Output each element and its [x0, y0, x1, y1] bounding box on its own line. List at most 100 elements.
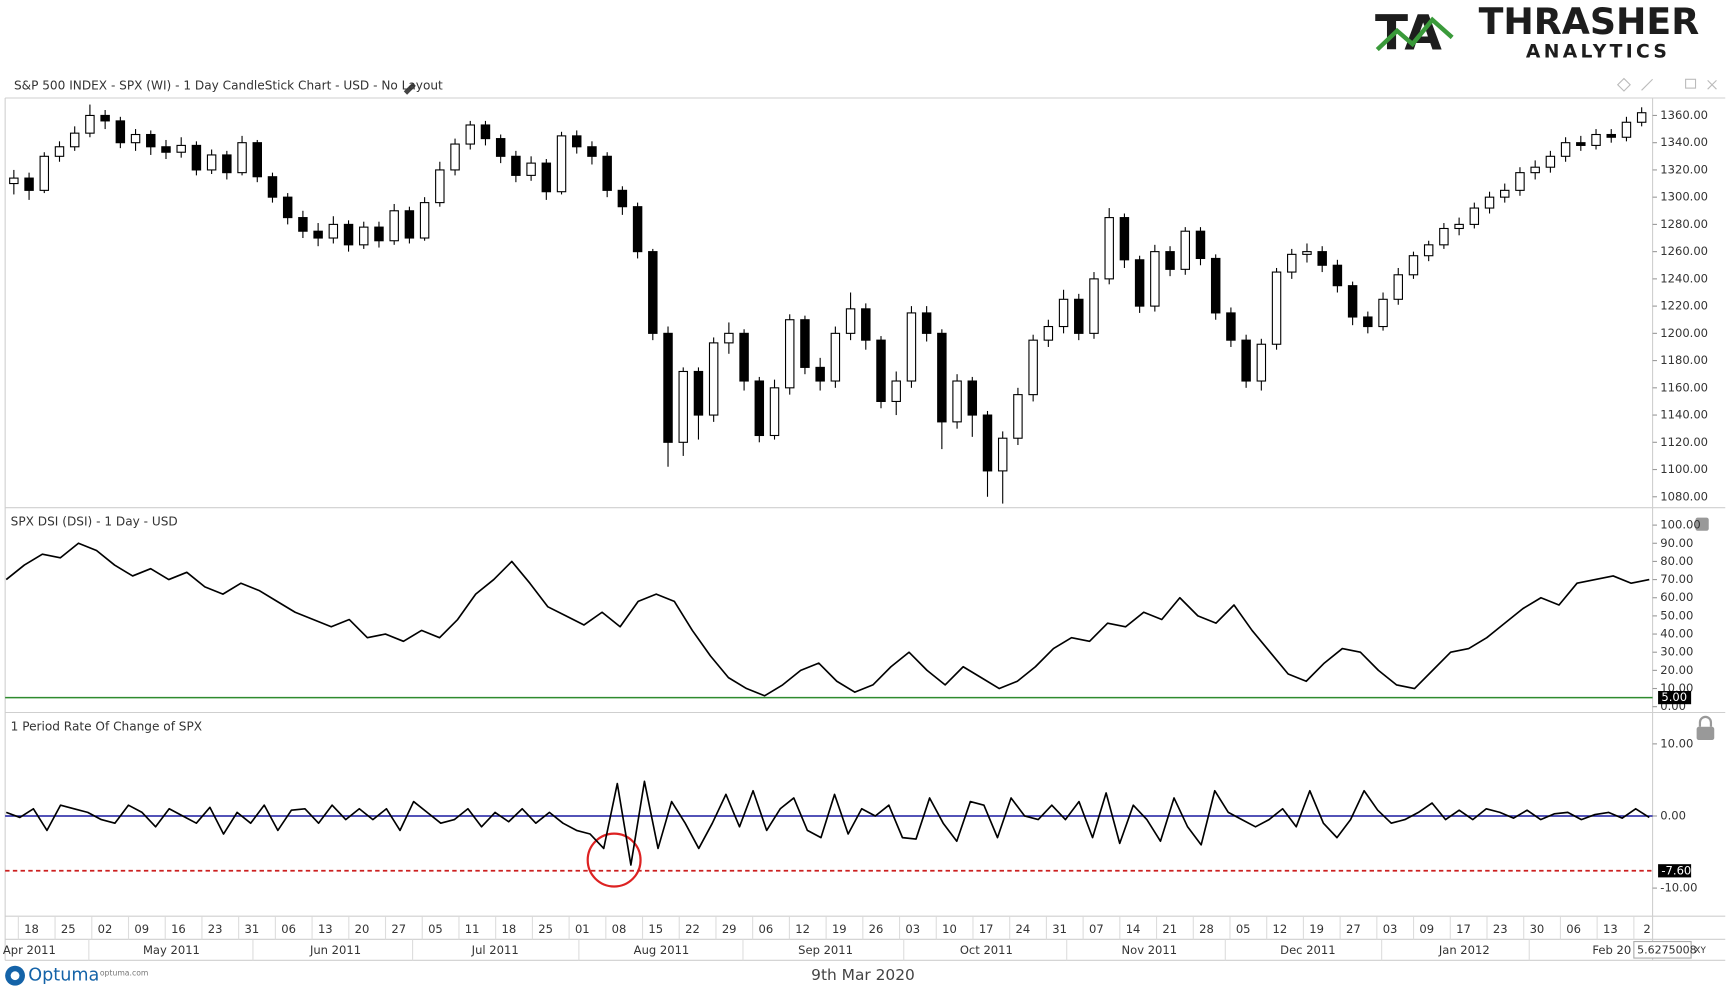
candle-body [206, 154, 217, 171]
candle-body [1332, 264, 1343, 287]
month-label: Aug 2011 [634, 943, 690, 957]
candle-body [450, 143, 460, 171]
candle-body [85, 114, 95, 134]
x-tick-label: 27 [1346, 922, 1361, 936]
candle-body [1195, 230, 1206, 259]
candle-body [1439, 227, 1449, 246]
scale-mode[interactable]: XY [1694, 946, 1706, 956]
candle-body [541, 162, 552, 193]
candle-body [921, 312, 932, 334]
candle-body [1423, 244, 1434, 257]
candle-body [161, 146, 171, 153]
x-tick-label: 24 [1016, 922, 1031, 936]
y-tick-label: 1180.00 [1660, 353, 1708, 367]
edit-icon[interactable] [403, 82, 416, 95]
month-label: Sep 2011 [798, 943, 853, 957]
candle-body [982, 414, 993, 472]
month-label: May 2011 [143, 943, 200, 957]
y-tick-label: 1240.00 [1660, 271, 1708, 285]
candle-body [1454, 223, 1464, 230]
y-tick-label: 60.00 [1660, 590, 1693, 604]
candle-body [1515, 172, 1525, 191]
x-tick-label: 29 [722, 922, 737, 936]
candle-body [282, 196, 293, 219]
candle-body [845, 308, 856, 334]
candle-body [724, 332, 734, 344]
candle-body [556, 135, 567, 193]
candle-body [952, 380, 962, 423]
y-tick-label: 1200.00 [1660, 326, 1708, 340]
candle-body [100, 114, 110, 122]
lock-body[interactable] [1695, 517, 1709, 531]
candle-body [937, 332, 947, 423]
candle-body [1393, 274, 1403, 300]
x-tick-label: 28 [1199, 922, 1214, 936]
brand-site: optuma.com [100, 968, 149, 977]
month-label: Oct 2011 [960, 943, 1013, 957]
icon[interactable] [1616, 77, 1631, 92]
scale-value[interactable]: 5.6275008 [1637, 943, 1697, 956]
lock-body[interactable] [1696, 726, 1715, 741]
x-tick-label: 06 [1566, 922, 1581, 936]
icon[interactable] [1641, 78, 1653, 91]
x-tick-label: 06 [759, 922, 774, 936]
candle-body [1043, 325, 1054, 341]
x-tick-label: 21 [1162, 922, 1177, 936]
candle-body [495, 138, 506, 157]
y-tick-label: 1140.00 [1660, 408, 1708, 422]
x-tick-label: 02 [98, 922, 113, 936]
y-tick-label: 20.00 [1660, 663, 1693, 677]
x-tick-label: 19 [1309, 922, 1324, 936]
candle-body [1636, 112, 1647, 123]
x-tick-label: 19 [832, 922, 847, 936]
lock-shackle[interactable] [1698, 715, 1713, 727]
candle-body [419, 202, 430, 239]
candle-body [1256, 343, 1267, 382]
icon[interactable] [1707, 79, 1717, 90]
candle-body [1089, 278, 1099, 334]
candle-body [1241, 339, 1251, 382]
reference-label-box [1658, 690, 1692, 705]
lock-icon[interactable] [1695, 517, 1715, 741]
x-tick-label: 25 [538, 922, 553, 936]
x-tick-label: 23 [208, 922, 223, 936]
pane-title: 1 Period Rate Of Change of SPX [11, 719, 202, 733]
y-tick-label: 70.00 [1660, 572, 1693, 586]
candle-body [267, 176, 278, 198]
candle-body [997, 437, 1008, 472]
candle-body [1180, 230, 1191, 270]
x-tick-label: 2 [1643, 922, 1650, 936]
x-tick-label: 13 [318, 922, 333, 936]
candle-body [69, 132, 80, 148]
candle-body [769, 387, 780, 437]
candle-body [222, 154, 232, 174]
scale-box[interactable] [1633, 940, 1692, 959]
candle-body [1591, 133, 1601, 146]
candle-body [632, 206, 643, 253]
series-line [5, 542, 1650, 697]
candle-body [146, 133, 156, 148]
y-tick-label: 50.00 [1660, 608, 1693, 622]
y-tick-label: 40.00 [1660, 627, 1693, 641]
candle-body [1606, 133, 1616, 138]
x-tick-label: 03 [905, 922, 920, 936]
footer-date: 9th Mar 2020 [811, 966, 915, 984]
footer: Optuma optuma.com 9th Mar 2020 [5, 966, 915, 986]
x-tick-label: 27 [391, 922, 406, 936]
reference-label: -7.60 [1661, 863, 1691, 877]
logo: TA THRASHER ANALYTICS [1375, 0, 1699, 62]
logo-name: THRASHER [1479, 0, 1700, 43]
candle-body [511, 155, 521, 176]
candle-body [404, 210, 415, 239]
candle-body [1028, 339, 1038, 396]
icon[interactable] [1685, 78, 1697, 89]
series-line [5, 780, 1650, 866]
candle-body [24, 177, 34, 191]
y-tick-label: 1300.00 [1660, 190, 1708, 204]
candle-body [1408, 255, 1419, 276]
candle-body [54, 146, 65, 157]
y-tick-label: 10.00 [1660, 736, 1693, 750]
candle-body [176, 144, 186, 153]
candle-body [1058, 298, 1069, 328]
x-tick-label: 12 [1273, 922, 1288, 936]
